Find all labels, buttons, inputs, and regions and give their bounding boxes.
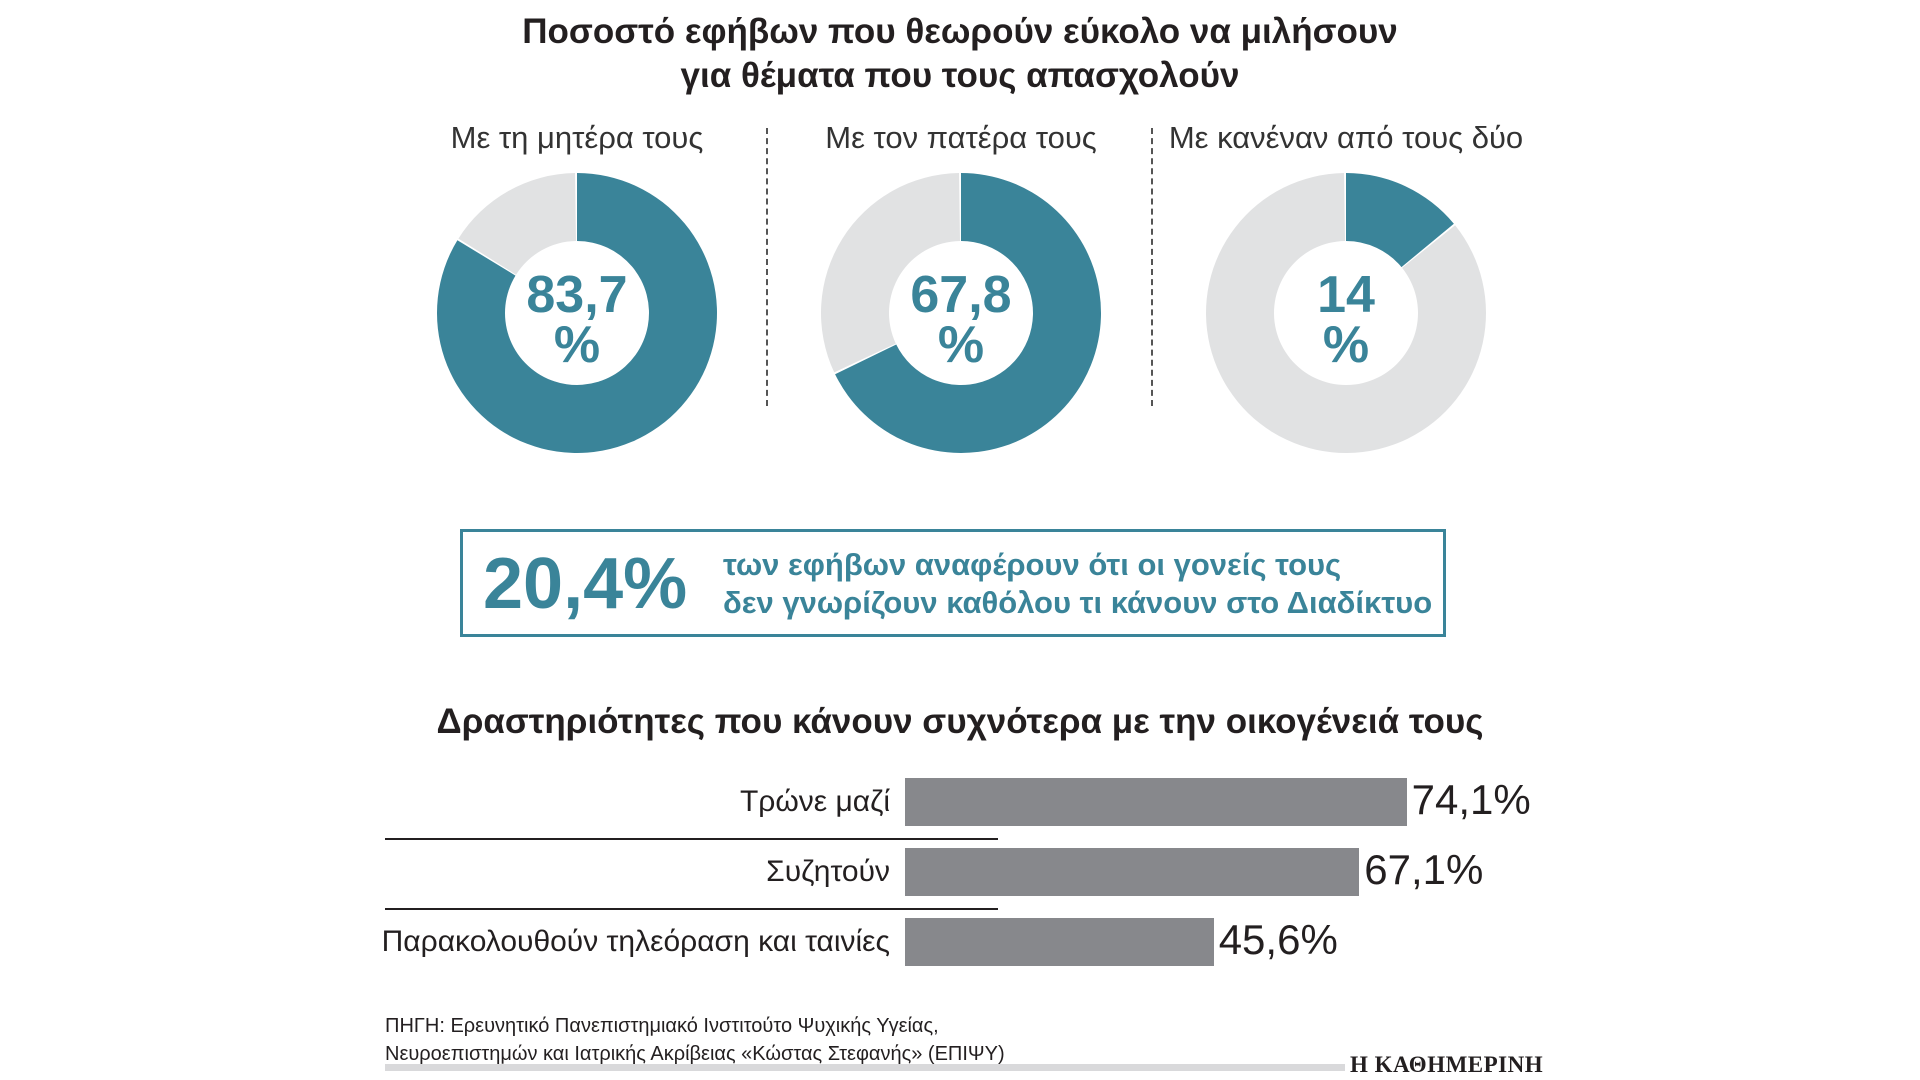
donut-value-number: 83,7 — [526, 266, 628, 324]
source-note: ΠΗΓΗ: Ερευνητικό Πανεπιστημιακό Ινστιτού… — [385, 1012, 1005, 1068]
source-line-2: Νευροεπιστημών και Ιατρικής Ακρίβειας «Κ… — [385, 1043, 1005, 1065]
bar-label-discuss: Συζητούν — [766, 855, 890, 888]
callout-box: 20,4% των εφήβων αναφέρουν ότι οι γονείς… — [460, 529, 1446, 637]
publisher-logo: Η ΚΑΘΗΜΕΡΙΝΗ — [1350, 1052, 1544, 1077]
source-line-1: ΠΗΓΗ: Ερευνητικό Πανεπιστημιακό Ινστιτού… — [385, 1015, 939, 1037]
donut-value-unit: % — [1322, 316, 1370, 374]
donut-slice-rest — [821, 173, 960, 373]
donut-slice-value — [835, 173, 1101, 453]
bar-eat-together — [905, 778, 1407, 826]
bar-value-eat-together: 74,1% — [1411, 776, 1531, 823]
row-divider-2 — [385, 908, 998, 910]
donut-value-unit: % — [553, 316, 601, 374]
donut-value-number: 14 — [1317, 266, 1375, 324]
donut-value-number: 67,8 — [910, 266, 1012, 324]
callout-text-line-2: δεν γνωρίζουν καθόλου τι κάνουν στο Διαδ… — [723, 585, 1433, 620]
donut-chart-neither — [1206, 173, 1486, 454]
chart-title: Ποσοστό εφήβων που θεωρούν εύκολο να μιλ… — [0, 10, 1920, 98]
donut-slice-value — [1346, 173, 1454, 268]
donut-chart-mother — [437, 173, 717, 453]
donut-slice-value — [437, 173, 717, 453]
donut-slice-rest — [1206, 173, 1486, 454]
donut-value-father: 67,8 % — [881, 266, 1041, 374]
row-divider-1 — [385, 838, 998, 840]
donut-value-unit: % — [937, 316, 985, 374]
bar-value-discuss: 67,1% — [1364, 846, 1484, 893]
callout-text-line-1: των εφήβων αναφέρουν ότι οι γονείς τους — [723, 547, 1342, 582]
donut-value-mother: 83,7 % — [497, 266, 657, 374]
bar-label-watch-tv: Παρακολουθούν τηλεόραση και ταινίες — [381, 925, 890, 958]
chart-title-line-2: για θέματα που τους απασχολούν — [680, 56, 1240, 95]
chart-title-line-1: Ποσοστό εφήβων που θεωρούν εύκολο να μιλ… — [522, 12, 1398, 51]
donut-label-father: Με τον πατέρα τους — [825, 120, 1097, 155]
donut-value-neither: 14 % — [1266, 266, 1426, 374]
bar-label-eat-together: Τρώνε μαζί — [739, 785, 890, 818]
bar-value-watch-tv: 45,6% — [1218, 916, 1338, 963]
divider-2 — [1151, 128, 1153, 406]
footer-bar — [385, 1064, 1345, 1071]
donut-label-mother: Με τη μητέρα τους — [450, 120, 704, 155]
callout-text: των εφήβων αναφέρουν ότι οι γονείς τους … — [723, 546, 1432, 622]
callout-number: 20,4% — [483, 544, 688, 624]
donut-chart-father — [821, 173, 1101, 453]
donut-slice-rest — [458, 173, 576, 275]
bar-watch-tv — [905, 918, 1214, 966]
bar-discuss — [905, 848, 1360, 896]
bar-chart-title: Δραστηριότητες που κάνουν συχνότερα με τ… — [436, 702, 1484, 741]
donut-label-neither: Με κανέναν από τους δύο — [1168, 120, 1524, 155]
divider-1 — [766, 128, 768, 406]
